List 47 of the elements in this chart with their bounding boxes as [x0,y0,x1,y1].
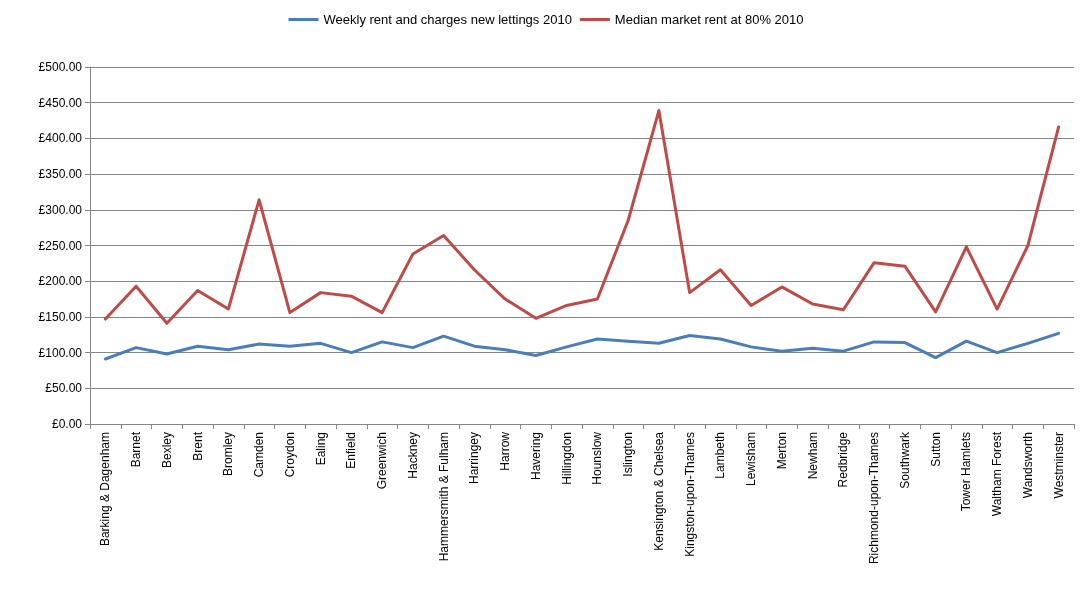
y-tick-label: £100.00 [38,345,83,360]
x-tick-label: Richmond-upon-Thames [867,432,882,565]
x-tick-label: Tower Hamlets [959,432,974,512]
x-tick-label: Westminster [1051,432,1066,499]
y-tick-label: £200.00 [38,274,83,289]
y-tick-label: £150.00 [38,309,83,324]
x-tick-label: Harrow [498,431,513,471]
legend-label: Median market rent at 80% 2010 [614,12,804,27]
x-tick-label: Merton [774,432,789,470]
x-tick-label: Harringey [467,432,482,485]
x-tick-label: Lewisham [744,432,759,487]
x-tick-label: Hackney [405,432,420,479]
y-tick-label: £400.00 [38,131,83,146]
x-tick-label: Barnet [129,431,144,468]
x-tick-label: Ealing [313,432,328,466]
x-tick-label: Hammersmith & Fulham [436,432,451,562]
x-tick-label: Havering [528,432,543,481]
x-tick-label: Hounslow [590,431,605,485]
x-tick-label: Kensington & Chelsea [651,431,666,551]
legend-label: Weekly rent and charges new lettings 2010 [323,12,572,27]
y-tick-label: £250.00 [38,238,83,253]
line-series [103,331,1061,361]
x-tick-label: Waltham Forest [990,431,1005,517]
x-tick-label: Camden [252,432,267,478]
x-tick-label: Brent [190,431,205,461]
x-tick-label: Greenwich [375,432,390,490]
line-series [103,109,1061,325]
y-tick-label: £50.00 [45,381,83,396]
x-tick-label: Redbridge [836,431,851,488]
y-tick-label: £500.00 [38,60,83,74]
x-tick-label: Kingston-upon-Thames [682,432,697,557]
x-tick-label: Wandsworth [1020,432,1035,499]
x-tick-label: Lambeth [713,432,728,479]
x-tick-label: Bromley [221,432,236,477]
x-tick-label: Hillingdon [559,432,574,485]
x-tick-label: Barking & Dagenham [98,432,113,547]
x-tick-label: Sutton [928,432,943,467]
y-tick-label: £300.00 [38,202,83,217]
x-tick-label: Newham [805,432,820,480]
y-tick-label: £450.00 [38,95,83,110]
y-tick-label: £350.00 [38,167,83,182]
x-tick-label: Enfield [344,432,359,469]
x-tick-label: Bexley [159,432,174,469]
y-tick-label: £0.00 [51,417,83,431]
x-tick-label: Islington [621,432,636,477]
x-tick-label: Croydon [282,432,297,478]
x-tick-label: Southwark [897,431,912,489]
